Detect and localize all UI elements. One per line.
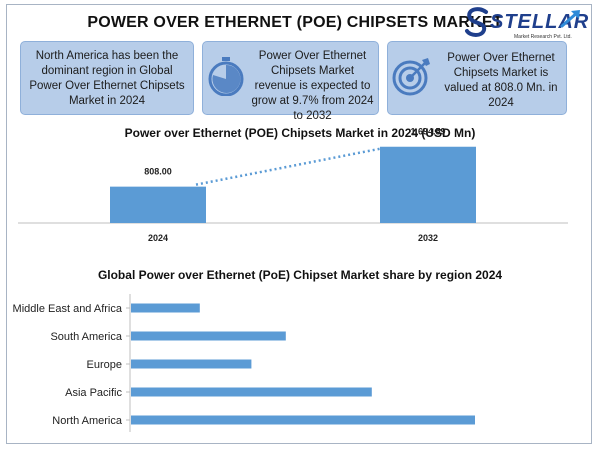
target-icon (392, 58, 430, 96)
info-box-region: North America has been the dominant regi… (20, 41, 194, 115)
logo-tagline: Market Research Pvt. Ltd. (514, 34, 572, 40)
info-box-text: Power Over Ethernet Chipsets Market is v… (444, 52, 558, 109)
x-tick-label-2024: 2024 (148, 233, 168, 243)
region-bar (131, 387, 372, 397)
trend-line (195, 147, 381, 186)
region-label: Europe (87, 359, 122, 371)
region-label: South America (50, 331, 122, 343)
info-box-text: Power Over Ethernet Chipsets Market reve… (251, 50, 374, 122)
bar-2024 (110, 186, 206, 223)
bar-chart-title: Power over Ethernet (POE) Chipsets Marke… (124, 126, 476, 140)
x-tick-label-2032: 2032 (418, 233, 438, 243)
stopwatch-icon (208, 57, 244, 96)
company-logo: STELLAR Market Research Pvt. Ltd. (462, 6, 588, 46)
region-bar (131, 359, 252, 369)
region-chart-title: Global Power over Ethernet (PoE) Chipset… (97, 268, 503, 282)
data-label-2032: 1,694.59 (410, 127, 445, 137)
logo-swirl-icon (465, 7, 488, 37)
info-box-growth: Power Over Ethernet Chipsets Market reve… (202, 41, 379, 122)
page-title: POWER OVER ETHERNET (POE) CHIPSETS MARKE… (87, 14, 503, 31)
logo-arrow-icon (560, 10, 580, 28)
data-label-2024: 808.00 (144, 167, 172, 177)
bar-2032 (380, 146, 476, 223)
region-label: Middle East and Africa (13, 303, 123, 315)
region-label: Asia Pacific (65, 387, 122, 399)
region-bar (131, 303, 200, 313)
info-box-valuation: Power Over Ethernet Chipsets Market is v… (387, 41, 567, 115)
region-bar (131, 331, 286, 341)
region-bar (131, 415, 475, 425)
logo-name: STELLAR (490, 11, 590, 33)
info-box-text: North America has been the dominant regi… (29, 50, 185, 107)
region-label: North America (52, 415, 123, 427)
